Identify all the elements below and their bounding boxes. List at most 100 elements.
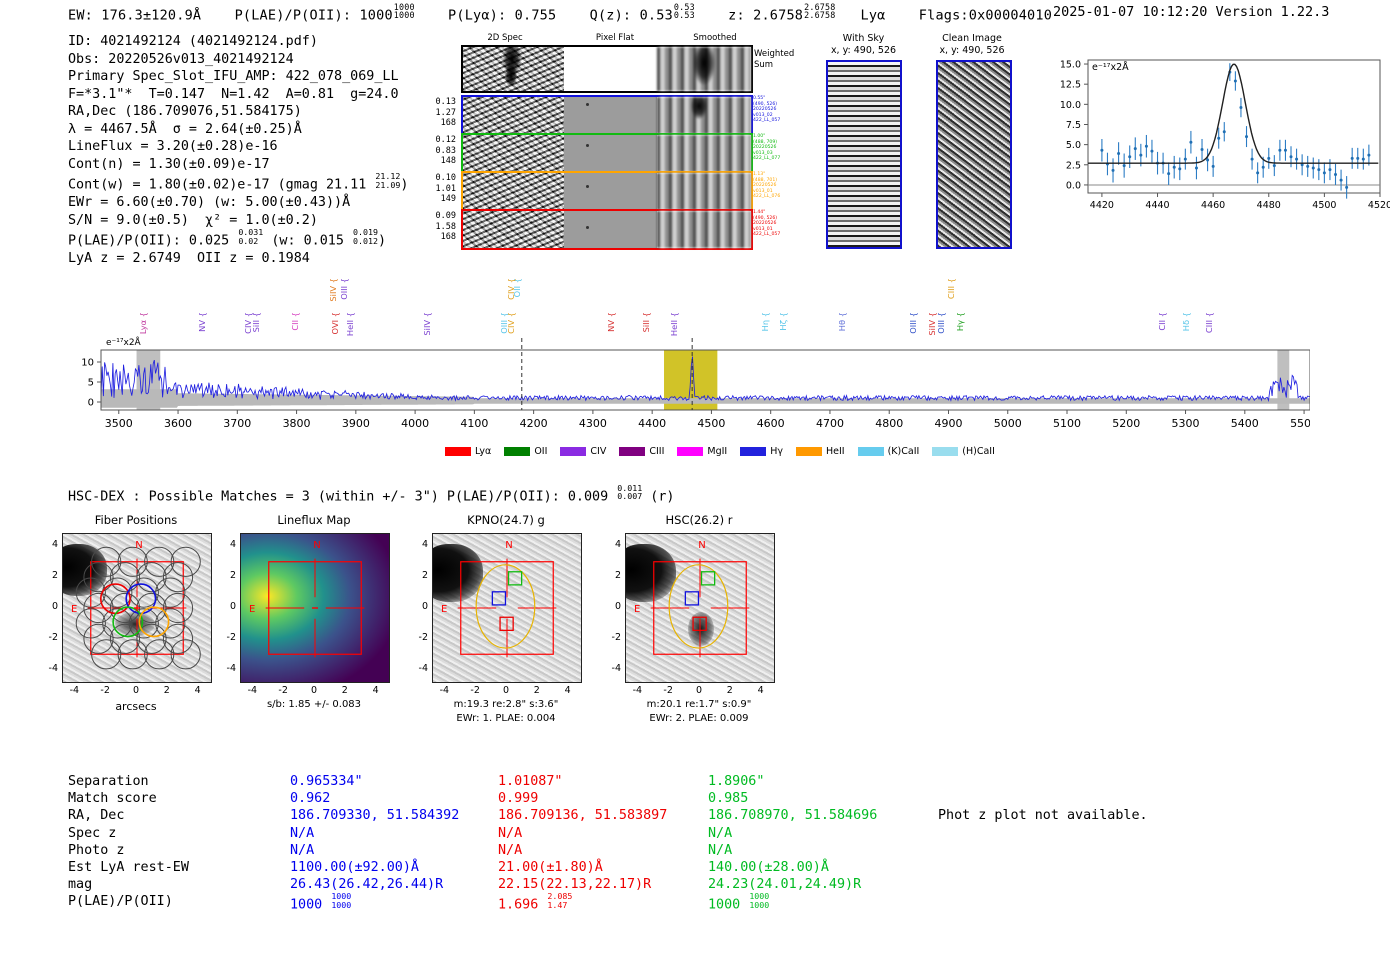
cutout-overlay: NE <box>71 540 201 670</box>
compass-north: N <box>505 540 512 551</box>
cutout-xtick: 2 <box>533 685 540 696</box>
cutout-xtick: -2 <box>663 685 673 696</box>
hscdex-plae-frac: 0.011 0.007 <box>617 483 643 502</box>
svg-text:4400: 4400 <box>638 417 666 430</box>
cutout-ytick: -2 <box>418 631 428 643</box>
svg-text:4500: 4500 <box>1312 200 1336 211</box>
table-cell: N/A <box>290 842 315 858</box>
table-cell: 0.999 <box>498 791 539 807</box>
table-cell: 0.962 <box>290 791 331 807</box>
header-plae-frac: 1000 1000 <box>393 2 415 21</box>
legend-item: MgII <box>677 446 727 457</box>
svg-text:4420: 4420 <box>1090 200 1114 211</box>
compass-east: E <box>249 604 255 615</box>
header-qz: Q(z): 0.53 <box>589 7 673 24</box>
svg-text:4300: 4300 <box>579 417 607 430</box>
table-cell: 1000 1000 1000 <box>708 891 770 913</box>
cutout-overlay: NE <box>249 540 365 658</box>
fiber-2dspec-image <box>463 173 564 210</box>
svg-text:4600: 4600 <box>757 417 785 430</box>
cutout-caption: m:20.1 re:1.7" s:0.9" <box>646 699 752 710</box>
svg-text:4480: 4480 <box>1257 200 1281 211</box>
legend-item: HeII <box>796 446 845 457</box>
svg-text:4100: 4100 <box>460 417 488 430</box>
cutout-xtick: 0 <box>132 685 140 696</box>
svg-text:0.0: 0.0 <box>1066 180 1081 191</box>
cutout-xtick: 2 <box>341 685 348 696</box>
spec2d-title-2dspec: 2D Spec <box>487 33 523 43</box>
svg-text:3700: 3700 <box>223 417 251 430</box>
table-cell: N/A <box>498 842 523 858</box>
svg-text:10.0: 10.0 <box>1060 100 1081 111</box>
cutout-xtick: -4 <box>632 685 643 696</box>
header-ew: EW: 176.3±120.9Å <box>68 7 202 24</box>
header-summary-line: EW: 176.3±120.9Å P(LAE)/P(OII): 1000 1000… <box>68 2 1052 24</box>
svg-text:2.5: 2.5 <box>1066 160 1081 171</box>
table-cell: N/A <box>290 825 315 841</box>
table-cell: N/A <box>708 825 733 841</box>
cutout-title: KPNO(24.7) g <box>467 513 545 527</box>
weighted-sum-label: Weighted Sum <box>754 49 795 70</box>
svg-text:5100: 5100 <box>1053 417 1081 430</box>
cutout-xtick: 4 <box>194 685 201 696</box>
info-lineflux: LineFlux = 3.20(±0.28)e-16 <box>68 139 278 155</box>
spec2d-panel-group: 2D Spec Pixel Flat Smoothed Weighted Sum … <box>420 33 810 250</box>
line-fit-svg: 15.0 12.5 10.0 7.5 5.0 2.5 0.0 4420 4440 4460 448… <box>1060 59 1392 211</box>
header-qz-frac: 0.53 0.53 <box>673 2 695 21</box>
svg-text:4200: 4200 <box>520 417 548 430</box>
spec2d-fiber-row <box>461 171 753 212</box>
header-datetime: 2025-01-07 10:12:20 Version 1.22.3 <box>1053 4 1330 20</box>
table-cell: 1100.00(±92.00)Å <box>290 860 419 876</box>
table-cell: 1.696 2.085 1.47 <box>498 891 573 913</box>
svg-text:4440: 4440 <box>1145 200 1169 211</box>
table-row-label: Spec z <box>68 825 117 841</box>
info-lambda: λ = 4467.5Å σ = 2.64(±0.25)Å <box>68 121 302 137</box>
info-cont-n: Cont(n) = 1.30(±0.09)e-17 <box>68 156 270 172</box>
cutout-ytick: 2 <box>614 570 621 582</box>
table-cell: 186.709136, 51.583897 <box>498 808 668 824</box>
cutout-title: Fiber Positions <box>94 513 178 527</box>
svg-text:5400: 5400 <box>1231 417 1259 430</box>
cutout-ytick: -4 <box>611 662 621 674</box>
object-info-block: ID: 4021492124 (4021492124.pdf) Obs: 202… <box>68 33 408 268</box>
header-z: z: 2.6758 <box>728 7 804 24</box>
cutout-ytick: 0 <box>421 601 428 612</box>
table-row-label: RA, Dec <box>68 808 125 824</box>
svg-text:3500: 3500 <box>105 417 133 430</box>
line-fit-plot: 15.0 12.5 10.0 7.5 5.0 2.5 0.0 4420 4440 4460 448… <box>1040 48 1392 228</box>
table-row-label: P(LAE)/P(OII) <box>68 894 173 910</box>
legend-item: Lyα <box>445 446 491 457</box>
svg-text:15.0: 15.0 <box>1060 60 1081 71</box>
cutout-xtick: 2 <box>726 685 733 696</box>
spectrum-legend: Lyα OII CIV CIII MgII Hγ HeII (K)CaII (H)CaII <box>445 446 1008 457</box>
table-cell: 1000 1000 1000 <box>290 891 352 913</box>
svg-text:5: 5 <box>88 378 94 389</box>
cutout-ytick: 4 <box>614 539 621 551</box>
fiber-meta-label: 1.00" (488, 709) 20220526 v013_03 422_LL_077 <box>753 134 781 162</box>
spec2d-title-smoothed: Smoothed <box>693 33 737 43</box>
cutout-xtick: 0 <box>695 685 703 696</box>
svg-text:7.5: 7.5 <box>1066 120 1081 131</box>
table-row-label: Match score <box>68 791 157 807</box>
cutout-ytick: -2 <box>611 631 621 643</box>
weighted-sum-2dspec-image <box>463 47 564 91</box>
legend-item: OII <box>504 446 547 457</box>
fiber-smoothed-image <box>657 97 751 134</box>
cutout-title: HSC(26.2) r <box>665 513 733 527</box>
fiber-meta-label: 1.13" (488, 701) 20220526 v013_01 422_LL_076 <box>753 172 781 200</box>
table-row: Match score 0.962 0.999 0.985 <box>68 790 877 807</box>
legend-swatch <box>560 447 587 456</box>
compass-east: E <box>71 604 77 615</box>
cutout-ytick: -4 <box>418 662 428 674</box>
svg-text:4500: 4500 <box>697 417 725 430</box>
spec2d-title-pixelflat: Pixel Flat <box>595 33 635 43</box>
table-row: Photo z N/A N/A N/A <box>68 842 877 859</box>
cutout-caption: EWr: 2. PLAE: 0.009 <box>649 713 749 724</box>
header-plya: P(Lyα): 0.755 <box>448 7 557 24</box>
cutout-xtick: -4 <box>439 685 450 696</box>
withsky-coords: x, y: 490, 526 <box>830 45 897 56</box>
